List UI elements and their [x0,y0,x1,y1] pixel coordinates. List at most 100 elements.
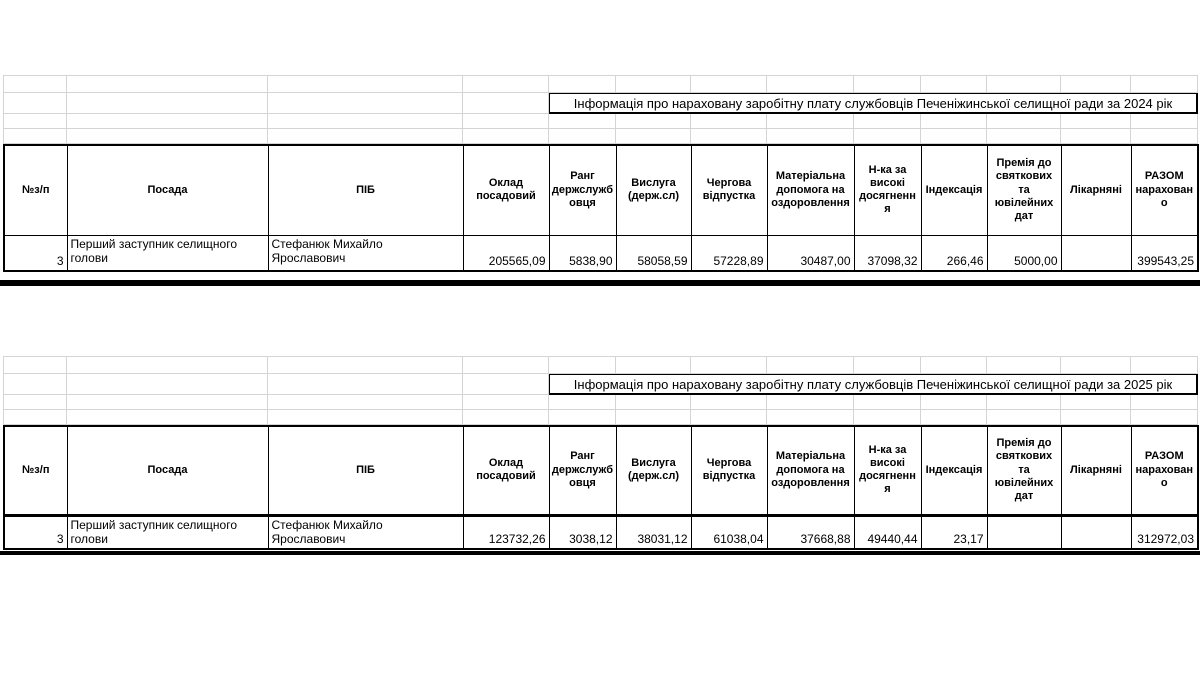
grid-cell [3,113,67,129]
cell-amount: 3038,12 [548,514,617,550]
grid-row [3,128,1198,144]
column-header: ПІБ [267,144,464,236]
grid-row [3,356,1198,374]
grid-cell [690,394,767,410]
grid-cell [986,394,1061,410]
grid-cell [3,356,67,374]
grid-cell [1130,409,1198,425]
grid-cell [1130,394,1198,410]
cell-amount [1060,234,1132,272]
grid-cell [267,92,463,114]
salary-sheet-2024: Інформація про нараховану заробітну плат… [3,75,1199,272]
cell-amount: 23,17 [920,514,988,550]
salary-table-2025: №з/п Посада ПІБ Оклад посадовий Ранг держслу… [3,425,1199,550]
grid-cell [548,113,616,129]
grid-cell [267,373,463,395]
grid-cell [3,128,67,144]
grid-row [3,409,1198,425]
column-header: ПІБ [267,425,464,517]
grid-cell [986,409,1061,425]
grid-cell [66,113,268,129]
grid-cell [1130,356,1198,374]
page-break-bar-top [0,280,1200,286]
grid-cell [615,409,691,425]
grid-cell [267,409,463,425]
cell-amount: 5838,90 [548,234,617,272]
grid-cell [66,394,268,410]
grid-cell [267,394,463,410]
grid-cell [267,128,463,144]
column-header: №з/п [3,425,68,517]
column-header: Посада [66,425,269,517]
grid-row: Інформація про нараховану заробітну плат… [3,373,1198,395]
column-header: Премія до святкових та ювілейних дат [986,144,1062,236]
grid-cell [690,409,767,425]
grid-cell [66,356,268,374]
grid-cell [1060,128,1131,144]
grid-cell [1130,128,1198,144]
cell-amount: 30487,00 [766,234,855,272]
grid-cell [853,394,921,410]
column-header: РАЗОМ нараховано [1130,144,1199,236]
grid-cell [690,356,767,374]
grid-cell [615,356,691,374]
grid-cell [1060,75,1131,93]
cell-amount: 61038,04 [690,514,768,550]
cell-amount: 266,46 [920,234,988,272]
grid-cell [615,128,691,144]
grid-cell [853,75,921,93]
grid-cell [548,128,616,144]
grid-cell [853,356,921,374]
cell-amount: 58058,59 [615,234,692,272]
grid-row [3,75,1198,93]
salary-sheet-2025: Інформація про нараховану заробітну плат… [3,356,1199,550]
grid-row [3,394,1198,410]
table-row: 3 Перший заступник селищного голови Стефан… [3,234,1199,272]
column-header: Вислуга (держ.сл) [615,425,692,517]
grid-cell [548,75,616,93]
column-header: Індексація [920,425,988,517]
grid-cell [3,75,67,93]
grid-cell [548,356,616,374]
cell-amount: 37098,32 [853,234,922,272]
grid-cell [766,113,854,129]
grid-cell [1060,356,1131,374]
grid-cell [690,128,767,144]
grid-cell [690,113,767,129]
column-header: Матеріальна допомога на оздоровлення [766,144,855,236]
grid-cell [66,92,268,114]
cell-position: Перший заступник селищного голови [66,234,269,272]
grid-cell [920,113,987,129]
grid-cell [766,409,854,425]
cell-amount [986,514,1062,550]
grid-cell [986,75,1061,93]
grid-cell [462,92,549,114]
grid-cell [986,113,1061,129]
grid-cell [766,356,854,374]
page-break-bar-bottom [0,551,1200,555]
grid-cell [1060,409,1131,425]
column-header: Премія до святкових та ювілейних дат [986,425,1062,517]
grid-cell [615,75,691,93]
grid-row [3,113,1198,129]
column-header: Чергова відпустка [690,425,768,517]
grid-cell [853,128,921,144]
grid-row: Інформація про нараховану заробітну плат… [3,92,1198,114]
grid-cell [920,128,987,144]
header-row: №з/п Посада ПІБ Оклад посадовий Ранг держслу… [3,144,1199,236]
column-header: Ранг держслужбовця [548,425,617,517]
grid-cell [853,113,921,129]
grid-cell [766,394,854,410]
grid-cell [3,373,67,395]
column-header: Матеріальна допомога на оздоровлення [766,425,855,517]
cell-position: Перший заступник селищного голови [66,514,269,550]
cell-row-number: 3 [3,514,68,550]
grid-cell [615,113,691,129]
grid-cell [1060,394,1131,410]
column-header: Вислуга (держ.сл) [615,144,692,236]
grid-cell [462,113,549,129]
grid-cell [66,409,268,425]
grid-cell [3,394,67,410]
cell-person-name: Стефанюк Михайло Ярославович [267,234,464,272]
